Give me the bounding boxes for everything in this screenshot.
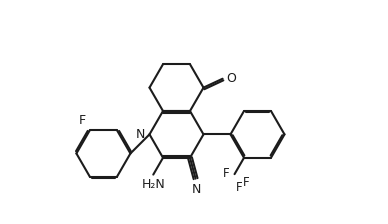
Text: H₂N: H₂N <box>141 178 165 191</box>
Text: F: F <box>236 181 242 194</box>
Text: N: N <box>136 128 146 141</box>
Text: F: F <box>79 114 86 127</box>
Text: N: N <box>192 183 201 196</box>
Text: F: F <box>223 167 230 180</box>
Text: F: F <box>242 176 249 189</box>
Text: O: O <box>227 72 236 85</box>
